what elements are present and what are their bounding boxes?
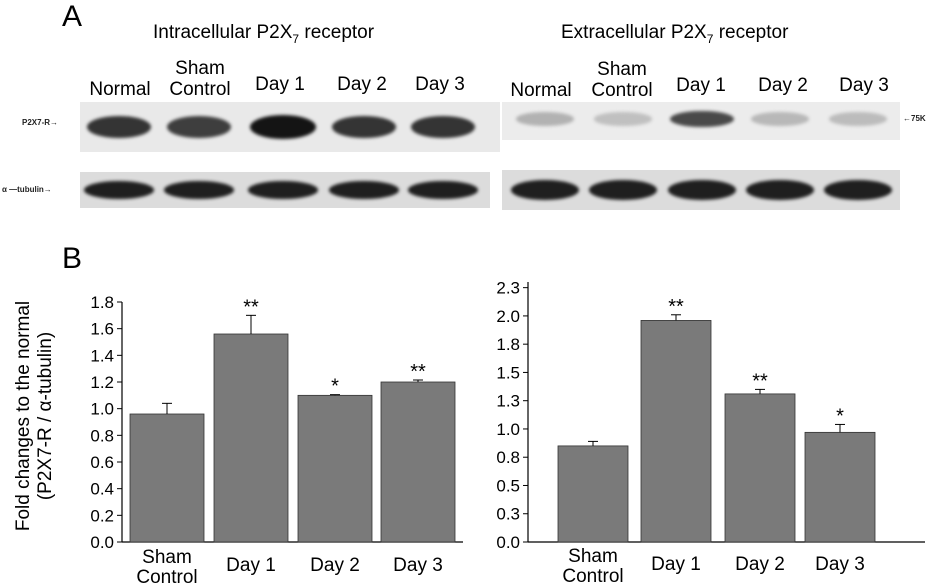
blot-band xyxy=(594,112,652,126)
y-tick-label: 0.8 xyxy=(90,426,114,445)
blot-band xyxy=(670,110,734,128)
blot-band xyxy=(408,181,478,199)
y-tick-label: 2.3 xyxy=(496,280,520,298)
x-category-label: Sham xyxy=(142,547,192,568)
x-category-label: Day 1 xyxy=(226,555,276,576)
significance-marker: * xyxy=(836,405,844,427)
bar xyxy=(640,320,712,543)
right-lane-label: Day 1 xyxy=(676,75,726,96)
x-category-label: Day 2 xyxy=(310,555,360,576)
marker-75k-label: ←75K xyxy=(903,114,926,123)
significance-marker: ** xyxy=(243,296,259,318)
bar xyxy=(213,333,289,543)
right-title-main: Extracellular P2X xyxy=(561,22,707,43)
y-tick-label: 0.3 xyxy=(496,505,520,524)
blot-band xyxy=(248,181,318,199)
right-title-sub: 7 xyxy=(706,31,714,46)
y-tick-label: 1.6 xyxy=(90,320,114,339)
blot-band xyxy=(84,181,154,199)
blot-band xyxy=(746,180,814,200)
bar xyxy=(724,393,796,543)
blot-band xyxy=(515,112,575,126)
y-tick-label: 1.0 xyxy=(90,400,114,419)
p2x7-row-label: P2X7-R→ xyxy=(22,118,59,127)
bar xyxy=(297,394,373,543)
y-tick-label: 1.5 xyxy=(496,363,520,382)
left-lane-label: Day 3 xyxy=(415,74,465,95)
y-tick-label: 0.8 xyxy=(496,448,520,467)
blot-band xyxy=(166,115,231,139)
x-category-label: Control xyxy=(136,567,197,583)
bar xyxy=(557,445,629,543)
blot-band xyxy=(410,115,476,139)
blot-band xyxy=(668,180,736,200)
left-tubulin-blot xyxy=(80,172,490,208)
significance-marker: ** xyxy=(668,296,684,318)
left-p2x7-blot xyxy=(80,102,500,152)
y-tick-label: 2.0 xyxy=(496,307,520,326)
left-title-tail: receptor xyxy=(299,22,375,43)
right-lane-label: Sham Control xyxy=(591,59,653,101)
significance-marker: ** xyxy=(752,370,768,392)
y-tick-label: 1.8 xyxy=(90,293,114,312)
x-category-label: Day 3 xyxy=(393,555,443,576)
left-title-main: Intracellular P2X xyxy=(153,22,293,43)
left-lane-label: Sham Control xyxy=(169,58,231,100)
x-category-label: Sham xyxy=(568,546,618,567)
right-bar-chart: 0.0 0.3 0.5 0.8 1.0 1.3 1.5 1.8 2.0 2.3 ShamContro… xyxy=(496,280,925,583)
blot-band xyxy=(824,180,892,200)
blot-band xyxy=(589,180,657,200)
right-lane-label: Normal xyxy=(510,80,572,101)
bar xyxy=(129,413,205,543)
left-lane-label: Day 2 xyxy=(337,74,387,95)
right-lane-label: Day 3 xyxy=(839,75,889,96)
x-category-label: Day 1 xyxy=(651,554,701,575)
significance-marker: ** xyxy=(410,361,426,383)
significance-marker: * xyxy=(331,376,339,398)
blot-band xyxy=(750,112,810,126)
right-blot-title: Extracellular P2X7 receptor xyxy=(561,22,788,46)
blot-band xyxy=(86,115,152,139)
left-lane-label: Day 1 xyxy=(255,74,305,95)
y-tick-label: 1.2 xyxy=(90,373,114,392)
panel-a-letter: A xyxy=(62,0,83,33)
y-tick-label: 1.3 xyxy=(496,392,520,411)
y-tick-label: 0.0 xyxy=(90,533,114,552)
left-lane-label: Normal xyxy=(89,79,151,100)
x-category-label: Control xyxy=(562,566,623,583)
blot-band xyxy=(164,181,234,199)
blot-band xyxy=(331,115,397,139)
panel-b-letter: B xyxy=(62,242,83,275)
x-category-label: Day 2 xyxy=(735,554,785,575)
tubulin-row-label: α —tubulin→ xyxy=(2,185,52,194)
y-tick-label: 0.6 xyxy=(90,453,114,472)
right-tubulin-blot xyxy=(502,170,900,210)
left-bar-chart: 0.0 0.2 0.4 0.6 0.8 1.0 1.2 1.4 1.6 1.8 ShamContro… xyxy=(90,293,463,583)
right-title-tail: receptor xyxy=(713,22,789,43)
blot-band xyxy=(511,180,579,200)
y-tick-label: 1.0 xyxy=(496,420,520,439)
y-tick-label: 0.0 xyxy=(496,533,520,552)
right-lane-label: Day 2 xyxy=(758,75,808,96)
y-tick-label: 1.8 xyxy=(496,335,520,354)
bar xyxy=(804,431,876,543)
y-tick-label: 0.4 xyxy=(90,480,114,499)
bar xyxy=(380,381,456,543)
left-blot-title: Intracellular P2X7 receptor xyxy=(153,22,374,46)
left-title-sub: 7 xyxy=(292,31,300,46)
blot-band xyxy=(250,115,316,139)
y-tick-label: 0.5 xyxy=(496,476,520,495)
blot-band xyxy=(329,181,399,199)
y-tick-label: 1.4 xyxy=(90,346,114,365)
blot-band xyxy=(828,112,888,126)
y-tick-label: 0.2 xyxy=(90,506,114,525)
right-p2x7-blot xyxy=(502,102,900,140)
x-category-label: Day 3 xyxy=(815,554,865,575)
